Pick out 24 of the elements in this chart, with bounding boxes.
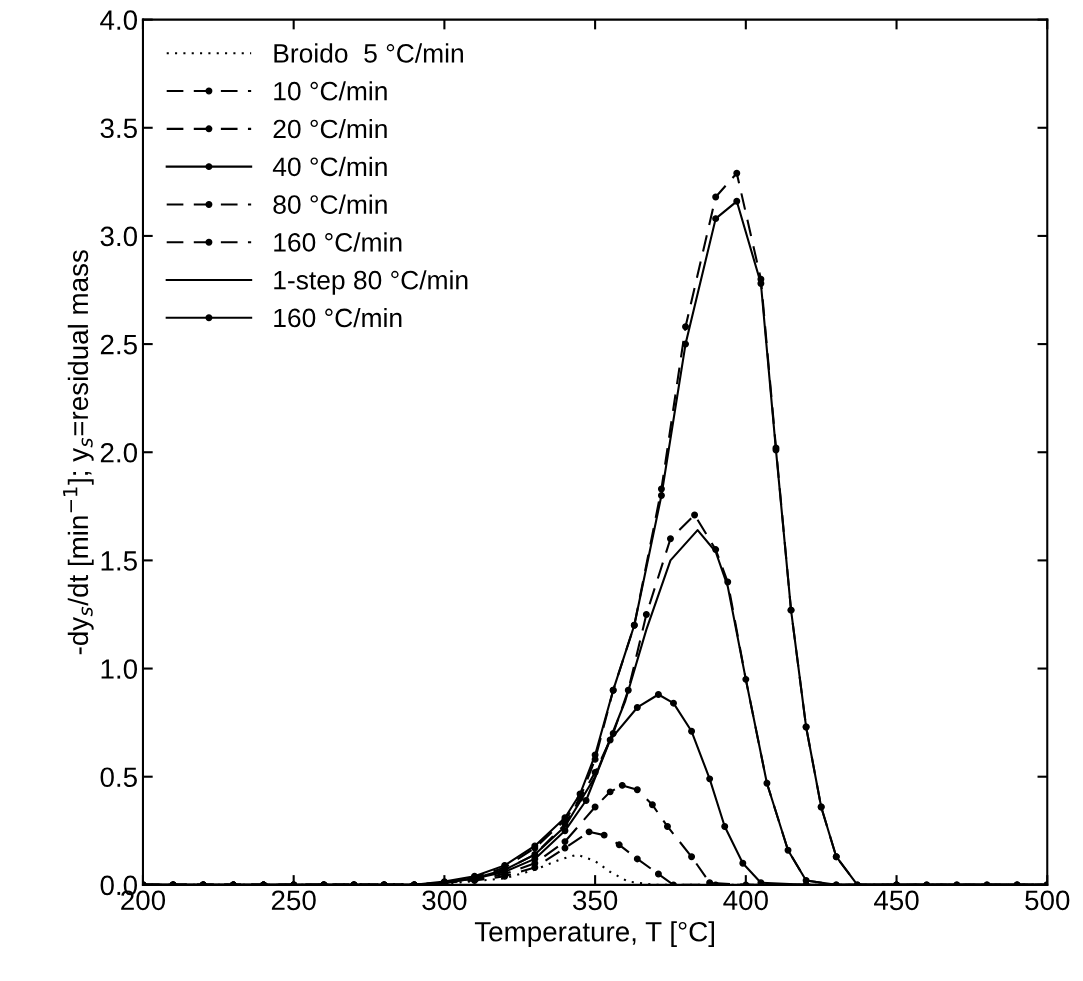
y-axis-title: -dy$_{s}$/dt [min$^{−1}$]; y$_{s}$=residual mass	[63, 250, 94, 655]
legend-label: 160 °C/min	[274, 307, 402, 328]
y-tick-label: 4.0	[100, 10, 138, 30]
legend-label: 1-step 80 °C/min	[274, 270, 468, 295]
legend-label: Broido 5 °C/min	[274, 43, 463, 63]
y-tick-label: 3.5	[100, 118, 137, 139]
legend-label: 80 °C/min	[273, 194, 387, 214]
y-tick-label: 0.5	[100, 767, 137, 788]
legend-label: 40 °C/min	[272, 156, 387, 177]
x-tick-label: 350	[573, 890, 618, 911]
legend-label: 160 °C/min	[274, 232, 402, 252]
x-tick-label: 250	[271, 890, 316, 911]
x-tick-label: 400	[723, 890, 768, 911]
x-axis-title: Temperature, T [°C]	[474, 921, 714, 948]
x-tick-label: 500	[1025, 890, 1070, 911]
y-tick-label: 1.0	[101, 659, 138, 679]
legend-label: 20 °C/min	[273, 118, 387, 139]
x-tick-label: 300	[422, 890, 467, 911]
y-tick-label: 2.5	[100, 334, 137, 355]
x-tick-label: 450	[874, 890, 919, 911]
y-tick-label: 1.5	[101, 551, 137, 571]
y-tick-label: 3.0	[100, 226, 138, 247]
legend-label: 10 °C/min	[274, 81, 387, 101]
y-tick-label: 2.0	[100, 442, 138, 463]
